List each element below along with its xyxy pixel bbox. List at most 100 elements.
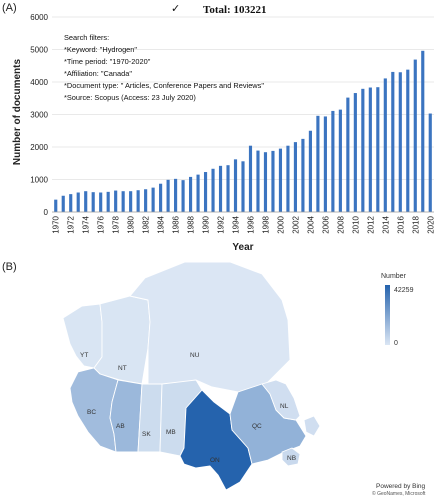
- bar-1983: [151, 187, 155, 212]
- total-count: Total: 103221: [203, 4, 266, 16]
- bar-2006: [323, 116, 327, 212]
- province-NB: [281, 447, 301, 467]
- bar-2004: [308, 130, 312, 212]
- bar-1989: [196, 174, 200, 212]
- bar-2007: [331, 110, 335, 212]
- x-tick-label: 2012: [366, 215, 375, 233]
- bar-1991: [211, 168, 215, 212]
- province-label-QC: QC: [252, 423, 262, 430]
- bar-1973: [76, 192, 80, 212]
- legend-min: 0: [394, 340, 398, 347]
- bar-1980: [129, 191, 133, 212]
- y-tick-label: 4000: [30, 78, 48, 87]
- legend-color-bar: [385, 285, 390, 345]
- x-tick-label: 1972: [67, 215, 76, 233]
- y-axis-title: Number of documents: [12, 59, 23, 166]
- province-label-NL: NL: [280, 403, 289, 410]
- map-provider: Powered by Bing: [376, 483, 426, 490]
- x-tick-label: 2002: [291, 215, 300, 233]
- bar-2010: [353, 93, 357, 212]
- bar-2016: [398, 72, 402, 212]
- map-credit: © GeoNames, Microsoft: [372, 490, 426, 497]
- bar-2011: [361, 88, 365, 212]
- province-label-ON: ON: [210, 457, 220, 464]
- bar-1988: [188, 176, 193, 212]
- x-tick-label: 2020: [426, 215, 435, 233]
- province-label-YT: YT: [80, 352, 88, 359]
- x-tick-label: 1994: [232, 215, 241, 233]
- bar-2019: [421, 50, 425, 212]
- x-tick-label: 1998: [261, 215, 270, 233]
- bar-1979: [121, 191, 125, 212]
- province-label-MB: MB: [166, 429, 176, 436]
- bar-2014: [383, 78, 387, 212]
- bar-1985: [166, 179, 170, 212]
- filter-line: Search filters:: [64, 33, 109, 42]
- bar-1996: [248, 145, 253, 212]
- x-tick-label: 1976: [97, 215, 106, 233]
- x-tick-label: 2006: [321, 215, 330, 233]
- province-SK: [137, 383, 163, 453]
- bar-1977: [106, 191, 110, 212]
- bar-1999: [271, 150, 275, 212]
- bar-1975: [91, 192, 95, 212]
- bar-2005: [316, 115, 320, 212]
- y-tick-label: 0: [44, 208, 49, 217]
- bar-1995: [241, 161, 245, 212]
- x-tick-label: 2010: [351, 215, 360, 233]
- legend-title: Number: [381, 273, 407, 280]
- filter-line: *Document type: " Articles, Conference P…: [64, 81, 264, 90]
- bar-1982: [144, 189, 148, 212]
- filter-line: *Keyword: "Hydrogen": [64, 45, 137, 54]
- province-label-NU: NU: [190, 352, 200, 359]
- bar-1986: [174, 178, 178, 212]
- province-ON: [179, 389, 253, 491]
- y-tick-labels: 0 1000 2000 3000 4000 5000 6000: [30, 13, 48, 217]
- x-axis-title: Year: [232, 242, 253, 253]
- province-label-SK: SK: [142, 431, 151, 438]
- x-tick-label: 1974: [82, 215, 91, 233]
- bar-1974: [84, 191, 88, 212]
- filter-line: *Affiliation: "Canada": [64, 69, 132, 78]
- legend-max: 42259: [394, 287, 414, 294]
- bar-1972: [69, 194, 73, 212]
- bar-2013: [376, 87, 380, 212]
- x-tick-label: 1988: [187, 215, 196, 233]
- bar-2000: [278, 148, 283, 212]
- bar-2018: [413, 59, 417, 213]
- bar-2001: [286, 145, 290, 212]
- check-icon: ✓: [171, 2, 180, 15]
- province-label-BC: BC: [87, 409, 96, 416]
- bar-1998: [263, 152, 268, 212]
- x-tick-label: 1990: [202, 215, 211, 233]
- x-tick-label: 1970: [52, 215, 61, 233]
- bar-2003: [301, 138, 305, 212]
- province-label-NT: NT: [118, 365, 127, 372]
- x-tick-label: 1984: [157, 215, 166, 233]
- bar-1990: [203, 172, 208, 212]
- x-tick-label: 2016: [396, 215, 405, 233]
- x-tick-label: 1978: [112, 215, 121, 233]
- bar-1993: [226, 165, 230, 212]
- province-label-NB: NB: [287, 455, 296, 462]
- province-label-AB: AB: [116, 423, 125, 430]
- x-tick-label: 1982: [142, 215, 151, 233]
- x-tick-label: 2014: [381, 215, 390, 233]
- bar-1971: [61, 195, 65, 212]
- x-tick-label: 2000: [276, 215, 285, 233]
- bar-1987: [181, 180, 185, 212]
- bar-2008: [338, 109, 342, 212]
- panel-b-label: (B): [2, 261, 17, 273]
- x-tick-label: 1992: [217, 215, 226, 233]
- x-tick-label: 2004: [306, 215, 315, 233]
- search-filters: Search filters: *Keyword: "Hydrogen" *Ti…: [64, 33, 264, 102]
- y-tick-label: 3000: [30, 111, 48, 120]
- bar-1994: [233, 159, 238, 212]
- y-tick-label: 5000: [30, 46, 48, 55]
- y-tick-label: 2000: [30, 143, 48, 152]
- bar-2017: [406, 69, 410, 213]
- bar-1984: [159, 183, 163, 212]
- x-tick-label: 1980: [127, 215, 136, 233]
- bar-1976: [99, 192, 103, 212]
